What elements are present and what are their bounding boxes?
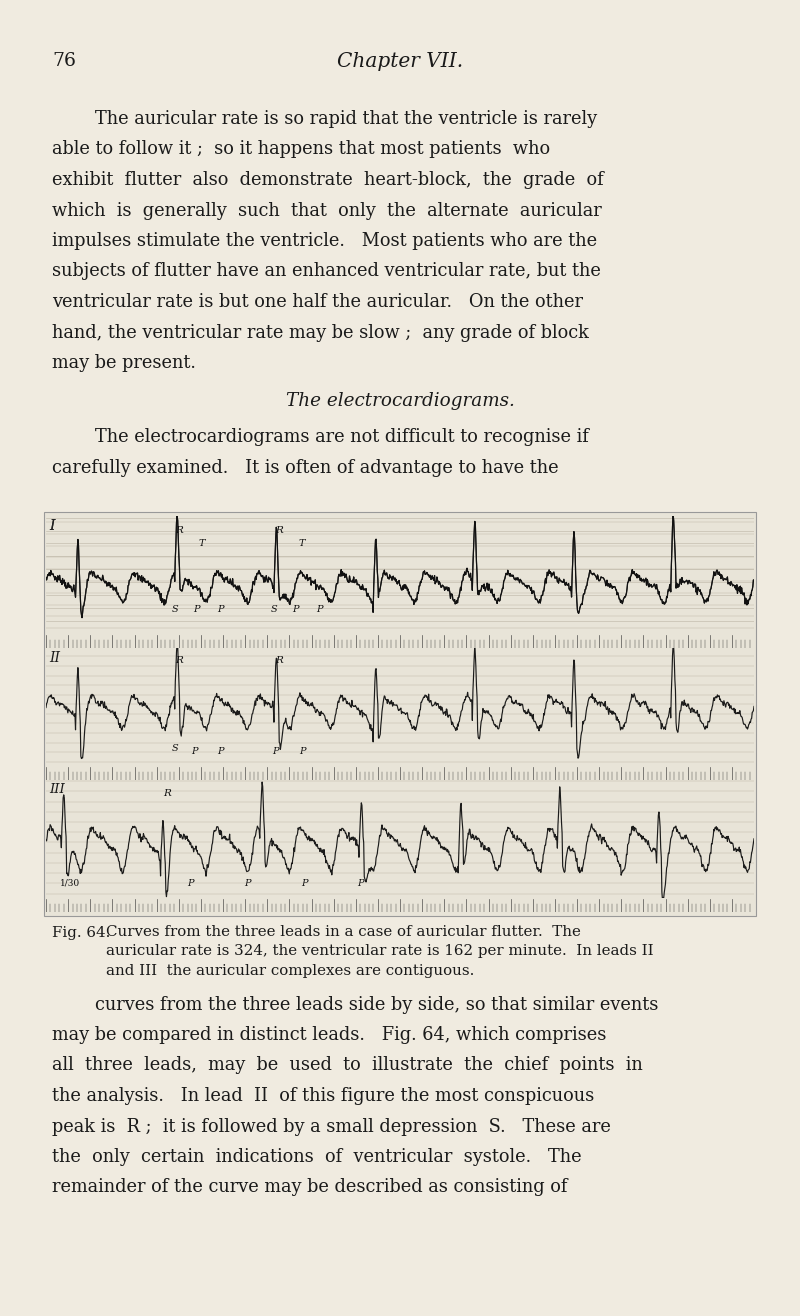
Text: may be compared in distinct leads.   Fig. 64, which comprises: may be compared in distinct leads. Fig. … <box>52 1026 606 1044</box>
Text: impulses stimulate the ventricle.   Most patients who are the: impulses stimulate the ventricle. Most p… <box>52 232 597 250</box>
Text: able to follow it ;  so it happens that most patients  who: able to follow it ; so it happens that m… <box>52 141 550 158</box>
Text: S: S <box>271 605 278 615</box>
Text: The auricular rate is so rapid that the ventricle is rarely: The auricular rate is so rapid that the … <box>95 111 597 128</box>
Text: and III  the auricular complexes are contiguous.: and III the auricular complexes are cont… <box>106 963 474 978</box>
Text: R: R <box>175 526 183 536</box>
Text: R: R <box>175 655 183 665</box>
Text: carefully examined.   It is often of advantage to have the: carefully examined. It is often of advan… <box>52 459 558 476</box>
Text: peak is  R ;  it is followed by a small depression  S.   These are: peak is R ; it is followed by a small de… <box>52 1117 611 1136</box>
Text: which  is  generally  such  that  only  the  alternate  auricular: which is generally such that only the al… <box>52 201 602 220</box>
Text: auricular rate is 324, the ventricular rate is 162 per minute.  In leads II: auricular rate is 324, the ventricular r… <box>106 945 654 958</box>
Text: hand, the ventricular rate may be slow ;  any grade of block: hand, the ventricular rate may be slow ;… <box>52 324 589 341</box>
Text: I: I <box>50 519 55 533</box>
Text: T: T <box>298 540 305 547</box>
Text: II: II <box>50 651 61 665</box>
Text: R: R <box>163 788 170 797</box>
Text: may be present.: may be present. <box>52 354 196 372</box>
Text: P: P <box>244 879 250 888</box>
Text: 1/30: 1/30 <box>60 879 80 888</box>
Text: ventricular rate is but one half the auricular.   On the other: ventricular rate is but one half the aur… <box>52 293 583 311</box>
Text: P: P <box>292 605 299 615</box>
Text: S: S <box>172 745 178 753</box>
Text: P: P <box>299 746 306 755</box>
Text: P: P <box>218 746 224 755</box>
Text: P: P <box>358 879 364 888</box>
Text: Curves from the three leads in a case of auricular flutter.  The: Curves from the three leads in a case of… <box>106 925 581 940</box>
Text: the analysis.   In lead  II  of this figure the most conspicuous: the analysis. In lead II of this figure … <box>52 1087 594 1105</box>
Text: 76: 76 <box>52 53 76 70</box>
Text: remainder of the curve may be described as consisting of: remainder of the curve may be described … <box>52 1179 567 1196</box>
Text: P: P <box>218 605 224 615</box>
Text: curves from the three leads side by side, so that similar events: curves from the three leads side by side… <box>95 995 658 1013</box>
Text: P: P <box>301 879 307 888</box>
Text: S: S <box>172 605 178 615</box>
Text: III: III <box>50 783 66 796</box>
Text: all  three  leads,  may  be  used  to  illustrate  the  chief  points  in: all three leads, may be used to illustra… <box>52 1057 642 1074</box>
Text: Fig. 64.: Fig. 64. <box>52 925 110 940</box>
Text: The electrocardiograms.: The electrocardiograms. <box>286 392 514 411</box>
Text: P: P <box>273 746 279 755</box>
Text: T: T <box>199 540 206 547</box>
Text: Chapter VII.: Chapter VII. <box>337 53 463 71</box>
Text: P: P <box>187 879 194 888</box>
Text: P: P <box>317 605 323 615</box>
Text: R: R <box>274 526 282 536</box>
Text: exhibit  flutter  also  demonstrate  heart-block,  the  grade  of: exhibit flutter also demonstrate heart-b… <box>52 171 604 190</box>
Text: P: P <box>191 746 198 755</box>
Text: I: I <box>50 519 55 533</box>
Bar <box>44 512 756 916</box>
Text: R: R <box>274 655 282 665</box>
Text: subjects of flutter have an enhanced ventricular rate, but the: subjects of flutter have an enhanced ven… <box>52 262 601 280</box>
Text: the  only  certain  indications  of  ventricular  systole.   The: the only certain indications of ventricu… <box>52 1148 582 1166</box>
Text: P: P <box>194 605 200 615</box>
Text: The electrocardiograms are not difficult to recognise if: The electrocardiograms are not difficult… <box>95 429 589 446</box>
